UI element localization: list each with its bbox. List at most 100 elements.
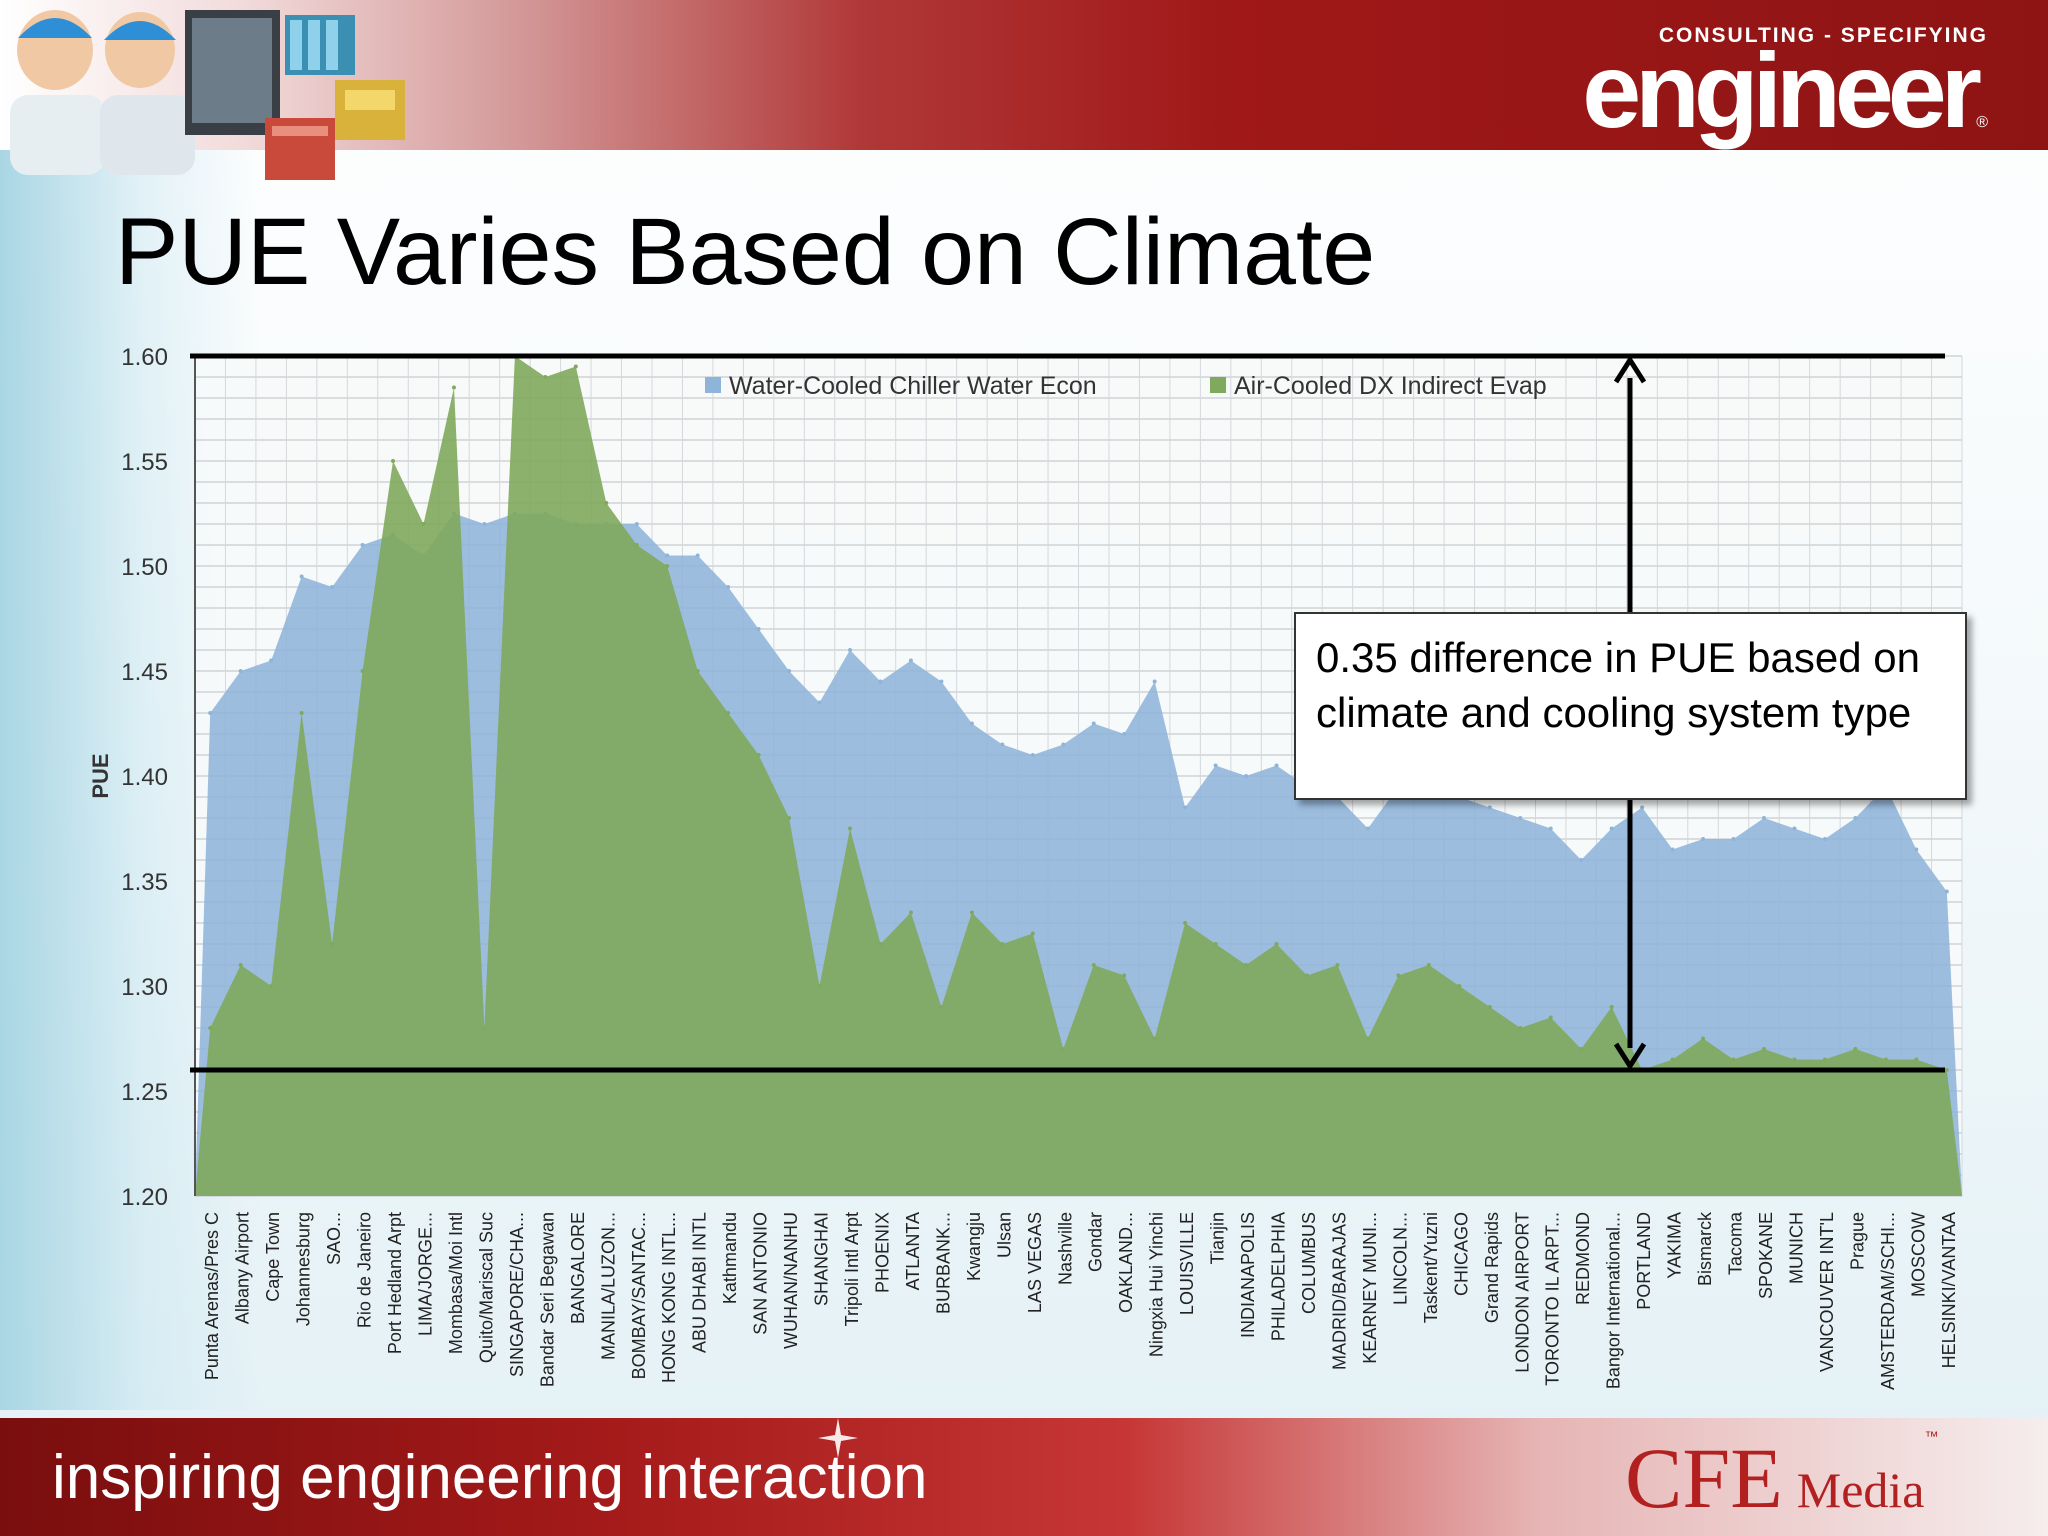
data-point-green <box>451 385 456 390</box>
data-point-green <box>1061 1047 1066 1051</box>
x-tick-label: MANILA/LUZON... <box>598 1212 618 1360</box>
x-tick-label: SPOKANE <box>1756 1212 1776 1299</box>
y-tick-label: 1.30 <box>121 974 168 1001</box>
data-point-blue <box>848 648 853 652</box>
data-point-blue <box>208 711 213 715</box>
x-tick-label: SINGAPORE/CHA... <box>507 1212 527 1377</box>
data-point-green <box>1853 1047 1858 1051</box>
data-point-blue <box>1640 805 1645 810</box>
logo-media-text: Media <box>1796 1462 1925 1518</box>
y-tick-label: 1.60 <box>121 344 168 371</box>
x-tick-label: Port Hedland Arpt <box>385 1212 405 1354</box>
data-point-green <box>1457 984 1462 988</box>
data-point-green <box>817 984 822 988</box>
x-tick-label: SHANGHAI <box>812 1212 832 1306</box>
data-point-green <box>1792 1057 1797 1062</box>
x-tick-label: HONG KONG INTL... <box>659 1212 679 1383</box>
x-tick-label: BURBANK... <box>933 1212 953 1314</box>
data-point-green <box>1396 973 1401 978</box>
x-tick-label: Tacoma <box>1726 1211 1746 1275</box>
data-point-blue <box>939 679 944 684</box>
y-tick-label: 1.35 <box>121 869 168 896</box>
legend-swatch-blue <box>705 377 721 393</box>
logo-trademark: ™ <box>1924 1428 1939 1444</box>
x-tick-label: Punta Arenas/Pres C <box>202 1212 222 1380</box>
data-point-blue <box>1183 805 1188 810</box>
data-point-green <box>1701 1036 1706 1041</box>
data-point-blue <box>634 522 639 526</box>
footer-band <box>0 1418 2048 1536</box>
data-point-blue <box>1000 742 1005 747</box>
x-tick-label: SAO... <box>324 1212 344 1265</box>
x-tick-label: LOUISVILLE <box>1177 1212 1197 1315</box>
data-point-blue <box>726 585 731 589</box>
annotation-callout: 0.35 difference in PUE based on climate … <box>1294 612 1967 800</box>
x-tick-label: WUHAN/NANHU <box>781 1212 801 1349</box>
brand-registered-mark: ® <box>1976 114 1988 131</box>
x-tick-label: AMSTERDAM/SCHI... <box>1878 1212 1898 1390</box>
data-point-green <box>665 564 670 568</box>
data-point-green <box>878 942 883 946</box>
data-point-green <box>1548 1015 1553 1020</box>
x-tick-label: Rio de Janeiro <box>355 1212 375 1328</box>
data-point-blue <box>756 627 761 631</box>
data-point-green <box>1731 1057 1736 1062</box>
data-point-blue <box>269 658 274 663</box>
data-point-blue <box>1244 774 1249 778</box>
x-tick-label: SAN ANTONIO <box>751 1212 771 1335</box>
data-point-blue <box>1487 805 1492 810</box>
data-point-blue <box>817 700 822 705</box>
x-tick-label: Taskent/Yuzni <box>1421 1212 1441 1323</box>
data-point-blue <box>1030 753 1035 757</box>
data-point-blue <box>1518 816 1523 820</box>
data-point-blue <box>299 574 304 579</box>
x-tick-label: Bismarck <box>1695 1211 1715 1286</box>
data-point-green <box>634 543 639 547</box>
x-tick-label: BANGALORE <box>568 1212 588 1324</box>
data-point-blue <box>1579 858 1584 862</box>
data-point-green <box>1670 1057 1675 1062</box>
sparkle-icon <box>818 1418 858 1458</box>
data-point-green <box>299 711 304 715</box>
data-point-green <box>391 459 396 463</box>
data-point-blue <box>1701 837 1706 841</box>
data-point-green <box>939 1005 944 1009</box>
data-point-blue <box>1792 826 1797 831</box>
data-point-blue <box>908 658 913 663</box>
data-point-blue <box>665 553 670 558</box>
x-tick-label: MOSCOW <box>1908 1212 1928 1297</box>
x-tick-label: LONDON AIRPORT <box>1512 1212 1532 1373</box>
brand-main-text: engineer <box>1582 32 1982 150</box>
data-point-green <box>1487 1005 1492 1009</box>
data-point-blue <box>1761 816 1766 820</box>
legend-label-blue: Water-Cooled Chiller Water Econ <box>729 372 1097 400</box>
x-tick-label: KEARNEY MUNI... <box>1360 1212 1380 1364</box>
data-point-green <box>1304 973 1309 978</box>
data-point-green <box>787 816 792 820</box>
data-point-green <box>330 942 335 946</box>
x-tick-label: ATLANTA <box>903 1212 923 1290</box>
y-tick-label: 1.40 <box>121 764 168 791</box>
x-tick-label: Tianjin <box>1208 1212 1228 1264</box>
data-point-green <box>969 910 974 915</box>
data-point-blue <box>360 543 365 547</box>
x-tick-label: Cape Town <box>263 1212 283 1302</box>
brand-top-text: CONSULTING - SPECIFYING <box>1658 24 1988 47</box>
data-point-green <box>421 522 426 526</box>
data-point-green <box>1244 963 1249 967</box>
data-point-green <box>756 753 761 757</box>
data-point-green <box>1883 1057 1888 1062</box>
data-point-blue <box>1731 837 1736 841</box>
x-tick-label: Gondar <box>1086 1212 1106 1272</box>
data-point-blue <box>1548 826 1553 831</box>
x-tick-label: LAS VEGAS <box>1025 1212 1045 1313</box>
data-point-blue <box>1213 763 1218 768</box>
data-point-green <box>1822 1057 1827 1062</box>
x-tick-label: MADRID/BARAJAS <box>1329 1212 1349 1370</box>
data-point-blue <box>1944 889 1949 894</box>
x-tick-label: LIMA/JORGE... <box>415 1212 435 1336</box>
arrow-down-icon <box>1613 1042 1647 1071</box>
data-point-blue <box>330 585 335 589</box>
